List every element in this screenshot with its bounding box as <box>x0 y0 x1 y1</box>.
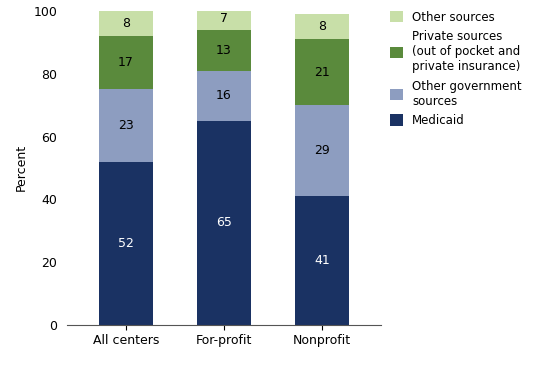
Bar <box>197 121 251 325</box>
Text: 23: 23 <box>118 119 134 132</box>
Text: 29: 29 <box>314 144 330 157</box>
Text: 8: 8 <box>318 20 326 33</box>
Bar <box>197 8 251 30</box>
Text: 65: 65 <box>216 216 232 229</box>
Y-axis label: Percent: Percent <box>15 144 28 192</box>
Text: 13: 13 <box>216 44 232 57</box>
Text: 41: 41 <box>314 254 330 267</box>
Text: 21: 21 <box>314 66 330 79</box>
Bar <box>295 196 349 325</box>
Bar <box>295 14 349 39</box>
Text: 7: 7 <box>220 13 228 25</box>
Bar <box>99 11 153 36</box>
Text: 52: 52 <box>118 237 134 250</box>
Bar <box>197 30 251 71</box>
Bar <box>295 39 349 105</box>
Bar <box>99 36 153 90</box>
Text: 16: 16 <box>216 89 232 102</box>
Bar <box>99 162 153 325</box>
Bar <box>99 90 153 162</box>
Text: 17: 17 <box>118 56 134 69</box>
Bar <box>197 71 251 121</box>
Bar <box>295 105 349 196</box>
Text: 8: 8 <box>122 17 130 30</box>
Legend: Other sources, Private sources
(out of pocket and
private insurance), Other gove: Other sources, Private sources (out of p… <box>390 11 522 127</box>
